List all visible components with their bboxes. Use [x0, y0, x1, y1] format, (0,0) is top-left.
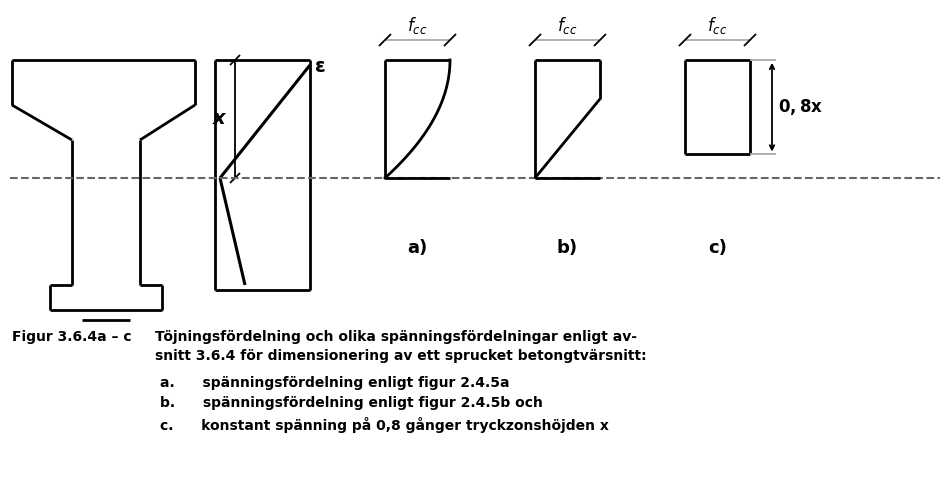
Text: b): b)	[557, 239, 578, 257]
Text: Figur 3.6.4a – c: Figur 3.6.4a – c	[12, 330, 131, 344]
Text: $f_{cc}$: $f_{cc}$	[557, 14, 578, 36]
Text: Töjningsfördelning och olika spänningsfördelningar enligt av-: Töjningsfördelning och olika spänningsfö…	[155, 330, 637, 344]
Text: b.  spänningsfördelning enligt figur 2.4.5b och: b. spänningsfördelning enligt figur 2.4.…	[160, 396, 543, 410]
Text: a): a)	[407, 239, 428, 257]
Text: c): c)	[708, 239, 727, 257]
Text: $f_{cc}$: $f_{cc}$	[407, 14, 428, 36]
Text: a.  spänningsfördelning enligt figur 2.4.5a: a. spänningsfördelning enligt figur 2.4.…	[160, 376, 510, 390]
Text: $\mathbf{\epsilon}$: $\mathbf{\epsilon}$	[314, 56, 325, 76]
Text: snitt 3.6.4 för dimensionering av ett sprucket betongtvärsnitt:: snitt 3.6.4 för dimensionering av ett sp…	[155, 349, 647, 363]
Text: x: x	[213, 109, 225, 129]
Text: $\mathbf{0,8x}$: $\mathbf{0,8x}$	[778, 97, 824, 117]
Text: c.  konstant spänning på 0,8 gånger tryckzonshöjden x: c. konstant spänning på 0,8 gånger tryck…	[160, 417, 609, 434]
Text: $f_{cc}$: $f_{cc}$	[708, 14, 728, 36]
